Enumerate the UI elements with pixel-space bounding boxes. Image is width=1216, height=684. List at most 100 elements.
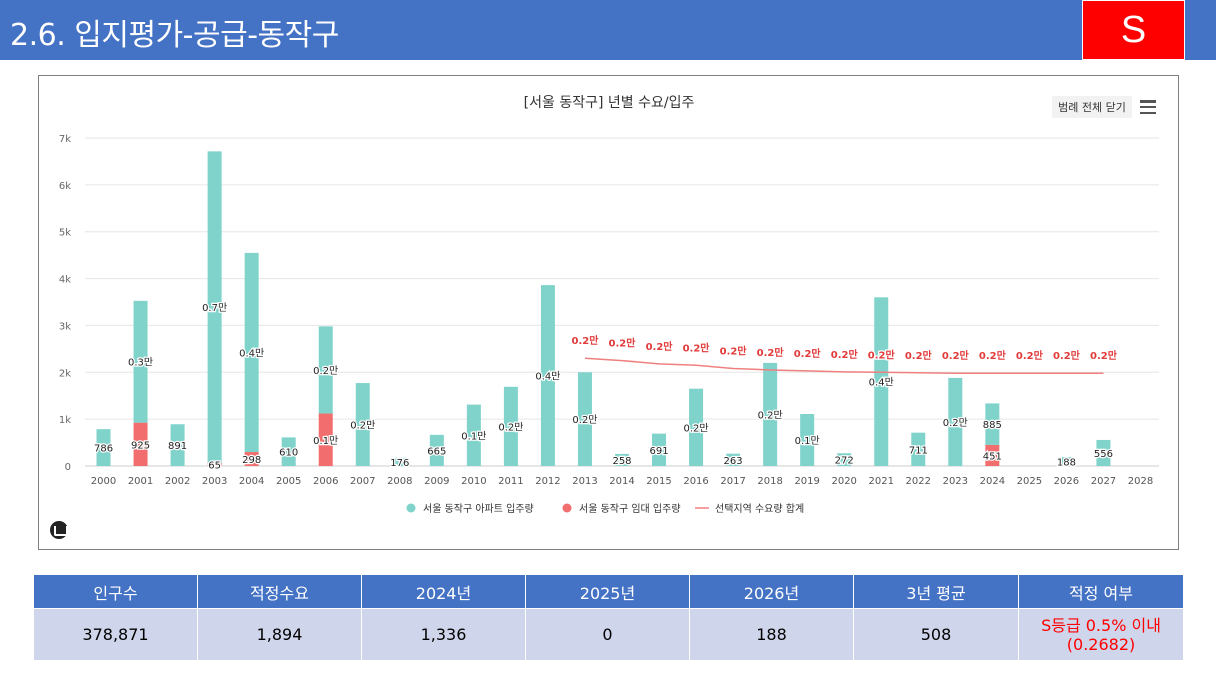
- x-tick-label: 2007: [350, 476, 375, 487]
- x-tick-label: 2025: [1017, 476, 1042, 487]
- hamburger-menu-icon[interactable]: [1140, 100, 1156, 114]
- apartment-bar: [577, 372, 592, 466]
- grade-label: S: [1120, 8, 1147, 51]
- apartment-bar: [281, 437, 296, 466]
- apartment-bar: [837, 453, 852, 466]
- header-2025: 2025년: [525, 574, 690, 609]
- y-tick-label: 6k: [59, 181, 71, 192]
- apartment-data-label: 665: [427, 446, 446, 457]
- y-tick-label: 3k: [59, 321, 71, 332]
- apartment-data-label: 258: [612, 456, 631, 467]
- apartment-data-label: 0.3만: [128, 357, 153, 369]
- supply-demand-chart: [서울 동작구] 년별 수요/입주 0 1k 2k 3k 4k 5k 6k 7k 2000 2001…: [59, 95, 1159, 515]
- apartment-bar: [985, 403, 1000, 445]
- legend-apartment-label: 서울 동작구 아파트 입주량: [423, 502, 534, 515]
- y-tick-label: 4k: [59, 275, 71, 286]
- demand-line: [584, 357, 1104, 374]
- rental-bar: [318, 413, 333, 466]
- legend-rental-swatch: [562, 503, 572, 513]
- rental-data-label: 65: [208, 460, 221, 471]
- value-adequacy: S등급 0.5% 이내 (0.2682): [1018, 608, 1184, 661]
- demand-data-label: 0.2만: [942, 349, 970, 362]
- y-tick-label: 1k: [59, 415, 71, 426]
- demand-data-label: 0.2만: [794, 347, 822, 360]
- x-tick-label: 2011: [498, 476, 523, 487]
- adequacy-grade: S등급 0.5% 이내: [1041, 615, 1161, 635]
- x-tick-label: 2027: [1091, 476, 1116, 487]
- x-tick-label: 2014: [609, 476, 634, 487]
- apartment-bar: [429, 434, 444, 466]
- home-logo-icon: [50, 521, 68, 539]
- apartment-bar: [133, 300, 148, 423]
- demand-data-label: 0.2만: [1090, 349, 1118, 362]
- x-tick-label: 2022: [906, 476, 931, 487]
- apartment-data-label: 0.4만: [869, 377, 894, 389]
- chart-frame: [서울 동작구] 년별 수요/입주 0 1k 2k 3k 4k 5k 6k 7k 2000 2001…: [38, 75, 1179, 550]
- demand-data-label: 0.2만: [905, 349, 933, 362]
- value-proper-demand: 1,894: [197, 608, 362, 661]
- grade-badge: S: [1082, 0, 1185, 60]
- rental-data-label: 925: [131, 440, 150, 451]
- apartment-bar: [392, 457, 407, 466]
- apartment-data-label: 0.2만: [758, 409, 783, 421]
- x-tick-label: 2003: [202, 476, 227, 487]
- apartment-bar: [244, 252, 259, 453]
- apartment-data-label: 0.7만: [202, 302, 227, 314]
- x-tick-label: 2013: [572, 476, 597, 487]
- value-population: 378,871: [33, 608, 198, 661]
- rental-bar: [133, 422, 148, 466]
- apartment-bar: [763, 362, 778, 466]
- demand-data-label: 0.2만: [572, 334, 600, 347]
- x-tick-label: 2000: [91, 476, 116, 487]
- apartment-bar: [170, 424, 185, 466]
- value-2025: 0: [525, 608, 690, 661]
- x-tick-label: 2019: [794, 476, 819, 487]
- x-tick-label: 2018: [757, 476, 782, 487]
- x-tick-label: 2021: [869, 476, 894, 487]
- x-tick-label: 2024: [980, 476, 1005, 487]
- apartment-bar: [207, 151, 222, 463]
- legend-demand-label: 선택지역 수요량 합계: [715, 503, 804, 515]
- x-tick-label: 2005: [276, 476, 301, 487]
- apartment-bar: [318, 326, 333, 414]
- apartment-data-label: 0.2만: [498, 421, 523, 433]
- x-tick-label: 2012: [535, 476, 560, 487]
- header-proper-demand: 적정수요: [197, 574, 362, 609]
- legend-rental-label: 서울 동작구 임대 입주량: [579, 502, 681, 515]
- summary-value-row: 378,871 1,894 1,336 0 188 508 S등급 0.5% 이…: [33, 608, 1184, 661]
- apartment-bar: [615, 453, 629, 466]
- summary-table: 인구수 적정수요 2024년 2025년 2026년 3년 평균 적정 여부 3…: [33, 574, 1184, 661]
- header-3yr-average: 3년 평균: [853, 574, 1019, 609]
- apartment-data-label: 711: [909, 445, 928, 456]
- demand-data-label: 0.2만: [683, 341, 711, 354]
- legend-apartment-swatch: [406, 503, 416, 513]
- demand-data-label: 0.2만: [646, 340, 674, 353]
- page-title: 2.6. 입지평가-공급-동작구: [10, 18, 339, 53]
- x-tick-label: 2004: [239, 476, 264, 487]
- x-tick-label: 2026: [1054, 476, 1079, 487]
- apartment-bar: [911, 432, 926, 466]
- header-adequacy: 적정 여부: [1018, 574, 1184, 609]
- x-tick-label: 2015: [646, 476, 671, 487]
- header-2024: 2024년: [361, 574, 526, 609]
- apartment-data-label: 556: [1094, 449, 1113, 460]
- apartment-bar: [503, 386, 518, 466]
- x-tick-label: 2028: [1128, 476, 1153, 487]
- apartment-bar: [652, 433, 667, 466]
- apartment-data-label: 891: [168, 441, 187, 452]
- legend-toggle-button[interactable]: 범례 전체 닫기: [1052, 96, 1132, 118]
- y-tick-label: 7k: [59, 134, 71, 145]
- apartment-bar: [874, 297, 889, 466]
- apartment-bar: [948, 377, 963, 466]
- apartment-bar: [726, 453, 741, 466]
- value-2024: 1,336: [361, 608, 526, 661]
- rental-data-label: 0.1만: [313, 435, 338, 447]
- apartment-bar: [800, 413, 815, 466]
- apartment-data-label: 263: [724, 456, 743, 467]
- apartment-data-label: 0.2만: [943, 417, 968, 429]
- apartment-data-label: 0.2만: [684, 422, 709, 434]
- apartment-data-label: 0.1만: [461, 430, 486, 442]
- x-tick-label: 2002: [165, 476, 190, 487]
- apartment-data-label: 176: [390, 458, 409, 469]
- apartment-data-label: 885: [983, 420, 1002, 431]
